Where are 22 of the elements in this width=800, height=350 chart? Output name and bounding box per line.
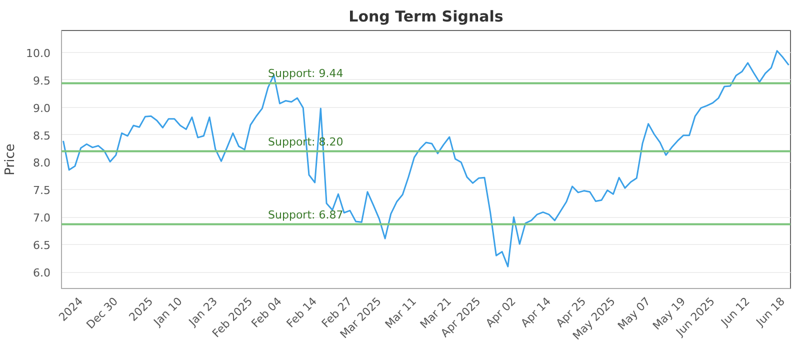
x-tick-label: Jan 10	[150, 294, 185, 330]
y-tick-label: 9.0	[33, 102, 51, 115]
y-tick-label: 7.5	[33, 184, 51, 198]
y-axis-title: Price	[3, 144, 18, 176]
line-series	[62, 50, 790, 268]
x-tick-label: Jun 12	[718, 294, 752, 330]
x-tick-label: Mar 11	[382, 294, 419, 332]
x-tick-label: Feb 14	[284, 294, 320, 330]
y-tick-label: 6.0	[33, 266, 51, 280]
y-tick-label: 8.0	[33, 156, 51, 170]
x-tick-label: Apr 14	[518, 294, 554, 330]
ref-line-label: Support: 9.44	[268, 67, 344, 80]
y-tick-label: 8.5	[33, 129, 51, 142]
y-tick-label: 6.5	[33, 239, 51, 252]
x-tick-label: Apr 02	[483, 294, 518, 330]
chart-title: Long Term Signals	[348, 8, 504, 26]
y-tick-label: 9.5	[33, 74, 51, 88]
y-tick-label: 7.0	[33, 212, 51, 225]
x-tick-label: Dec 30	[84, 294, 121, 332]
x-tick-label: Jun 18	[753, 294, 788, 330]
y-tick-label: 10.0	[26, 46, 51, 60]
ref-line-label: Support: 6.87	[268, 208, 344, 222]
